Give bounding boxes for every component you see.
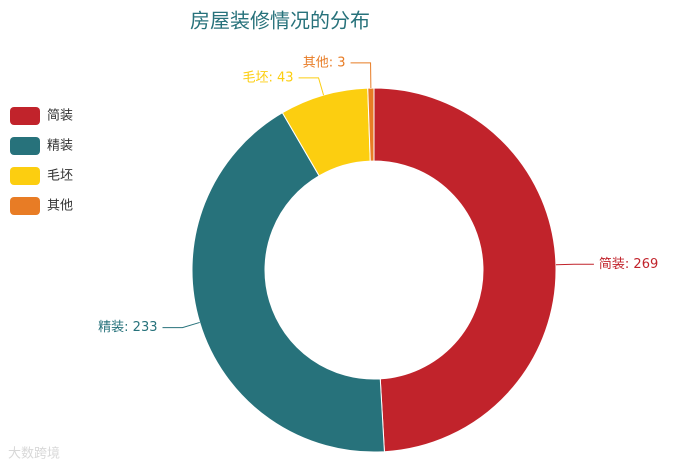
watermark: 大数跨境 xyxy=(8,447,60,462)
chart-title: 房屋装修情况的分布 xyxy=(190,9,370,33)
data-label: 简装: 269 xyxy=(599,256,658,272)
legend-label: 精装 xyxy=(47,139,73,154)
legend-label: 简装 xyxy=(47,108,73,124)
legend-label: 其他 xyxy=(47,199,73,214)
legend-swatch xyxy=(10,137,40,155)
data-label: 毛坯: 43 xyxy=(242,70,293,85)
legend-swatch xyxy=(10,197,40,215)
slice xyxy=(191,112,385,453)
data-label: 其他: 3 xyxy=(303,55,346,70)
leader-line xyxy=(555,263,594,266)
legend-swatch xyxy=(10,107,40,125)
leader-line xyxy=(298,77,325,96)
slice xyxy=(367,87,375,162)
leader-line xyxy=(162,321,200,329)
legend-label: 毛坯 xyxy=(47,169,73,184)
data-label: 精装: 233 xyxy=(98,320,157,335)
slice xyxy=(373,87,557,453)
leader-line xyxy=(350,62,372,89)
legend-swatch xyxy=(10,167,40,185)
